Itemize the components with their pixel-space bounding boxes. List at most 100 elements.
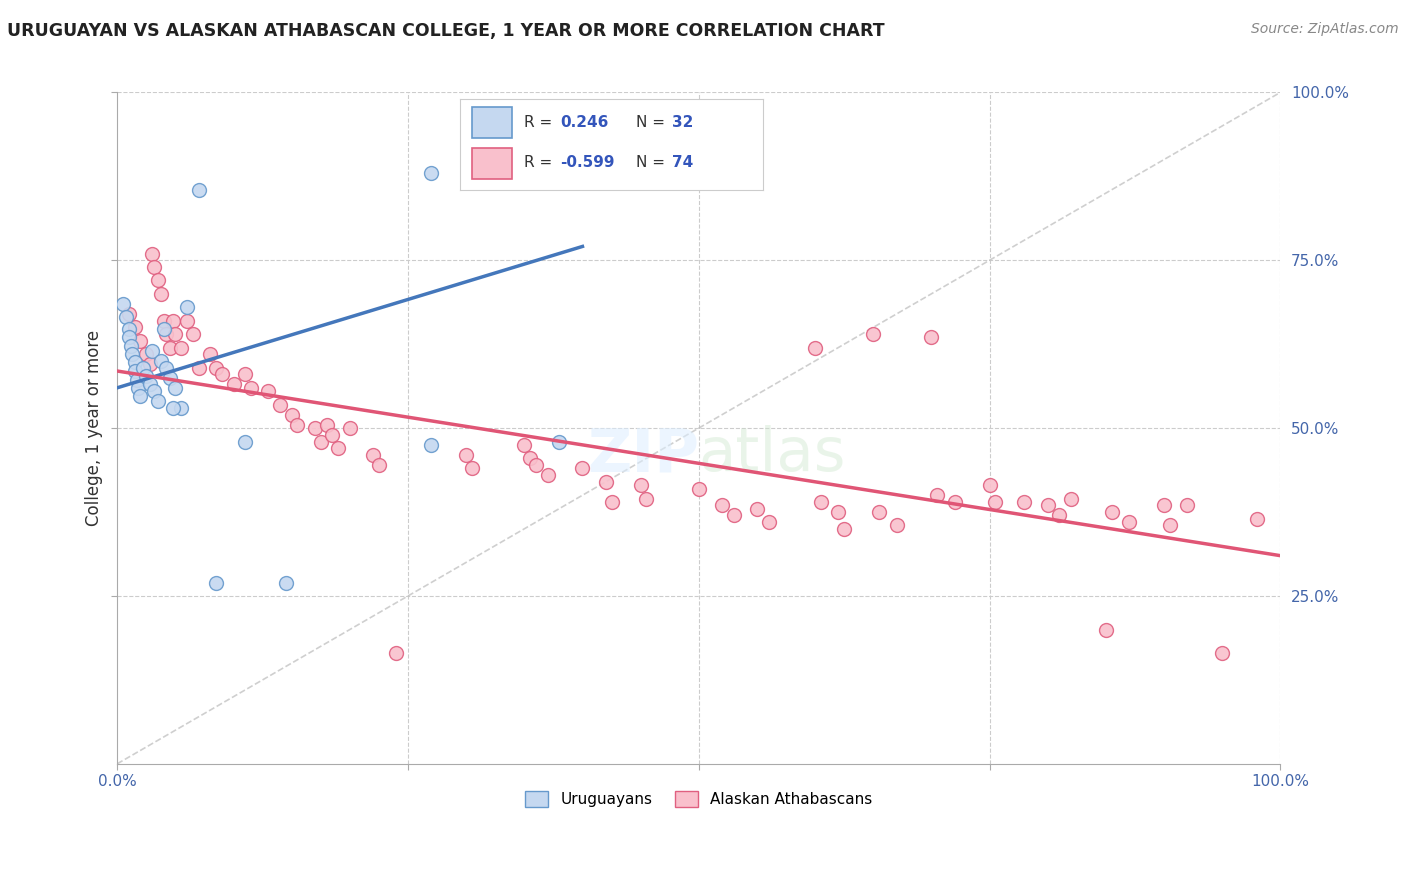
Point bbox=[1036, 498, 1059, 512]
Point bbox=[170, 341, 193, 355]
Point bbox=[143, 260, 166, 274]
Point bbox=[124, 320, 146, 334]
Point bbox=[127, 381, 149, 395]
Point bbox=[165, 381, 187, 395]
Point bbox=[233, 368, 256, 382]
Point bbox=[129, 334, 152, 348]
Point bbox=[723, 508, 745, 523]
Point bbox=[927, 488, 949, 502]
Point bbox=[280, 408, 302, 422]
Point bbox=[1047, 508, 1070, 523]
Point bbox=[886, 518, 908, 533]
Point bbox=[155, 327, 177, 342]
Point bbox=[548, 434, 571, 449]
Point bbox=[810, 495, 832, 509]
Point bbox=[187, 183, 209, 197]
Point bbox=[155, 360, 177, 375]
Point bbox=[1014, 495, 1036, 509]
Point bbox=[309, 434, 332, 449]
Y-axis label: College, 1 year or more: College, 1 year or more bbox=[86, 330, 103, 526]
Point bbox=[984, 495, 1007, 509]
Point bbox=[600, 495, 623, 509]
Point bbox=[233, 434, 256, 449]
Point bbox=[630, 478, 652, 492]
Point bbox=[146, 273, 169, 287]
Text: Source: ZipAtlas.com: Source: ZipAtlas.com bbox=[1251, 22, 1399, 37]
Point bbox=[920, 330, 942, 344]
Point bbox=[456, 448, 478, 462]
Point bbox=[152, 313, 174, 327]
Point bbox=[513, 438, 536, 452]
Point bbox=[257, 384, 280, 399]
Text: ZIP: ZIP bbox=[586, 425, 699, 484]
Point bbox=[146, 394, 169, 409]
Point bbox=[141, 343, 163, 358]
Point bbox=[519, 451, 541, 466]
Point bbox=[385, 646, 408, 660]
Point bbox=[135, 368, 157, 383]
Point bbox=[125, 373, 148, 387]
Point bbox=[339, 421, 361, 435]
Point bbox=[304, 421, 326, 435]
Point bbox=[361, 448, 384, 462]
Point bbox=[536, 468, 558, 483]
Point bbox=[135, 347, 157, 361]
Point bbox=[181, 327, 204, 342]
Point bbox=[205, 360, 228, 375]
Point bbox=[827, 505, 849, 519]
Point bbox=[758, 515, 780, 529]
Point bbox=[711, 498, 734, 512]
Point bbox=[124, 355, 146, 369]
Point bbox=[139, 377, 162, 392]
Point bbox=[315, 417, 337, 432]
Point bbox=[162, 313, 184, 327]
Point bbox=[1118, 515, 1140, 529]
Point bbox=[868, 505, 890, 519]
Point bbox=[143, 384, 166, 399]
Point bbox=[118, 330, 141, 344]
Point bbox=[571, 461, 593, 475]
Point bbox=[832, 522, 855, 536]
Text: atlas: atlas bbox=[699, 425, 846, 484]
Point bbox=[159, 341, 181, 355]
Point bbox=[745, 501, 768, 516]
Point bbox=[139, 357, 162, 371]
Point bbox=[176, 300, 198, 314]
Point bbox=[165, 327, 187, 342]
Point bbox=[1175, 498, 1198, 512]
Point bbox=[1246, 512, 1268, 526]
Point bbox=[1211, 646, 1233, 660]
Point bbox=[274, 575, 297, 590]
Point bbox=[367, 458, 389, 472]
Point bbox=[170, 401, 193, 415]
Point bbox=[688, 482, 710, 496]
Legend: Uruguayans, Alaskan Athabascans: Uruguayans, Alaskan Athabascans bbox=[519, 785, 879, 814]
Point bbox=[121, 347, 143, 361]
Point bbox=[200, 347, 222, 361]
Point bbox=[979, 478, 1001, 492]
Point bbox=[120, 339, 142, 353]
Point bbox=[420, 166, 443, 180]
Point bbox=[118, 307, 141, 321]
Point bbox=[1095, 623, 1118, 637]
Point bbox=[524, 458, 547, 472]
Point bbox=[321, 427, 343, 442]
Point bbox=[150, 286, 173, 301]
Point bbox=[287, 417, 309, 432]
Point bbox=[211, 368, 233, 382]
Point bbox=[1060, 491, 1083, 506]
Point bbox=[124, 364, 146, 378]
Point bbox=[1101, 505, 1123, 519]
Point bbox=[804, 341, 827, 355]
Point bbox=[222, 377, 245, 392]
Point bbox=[636, 491, 658, 506]
Point bbox=[150, 354, 173, 368]
Point bbox=[943, 495, 966, 509]
Point bbox=[111, 297, 134, 311]
Point bbox=[187, 360, 209, 375]
Point bbox=[205, 575, 228, 590]
Point bbox=[328, 442, 350, 456]
Point bbox=[118, 322, 141, 336]
Point bbox=[239, 381, 262, 395]
Point bbox=[595, 475, 617, 489]
